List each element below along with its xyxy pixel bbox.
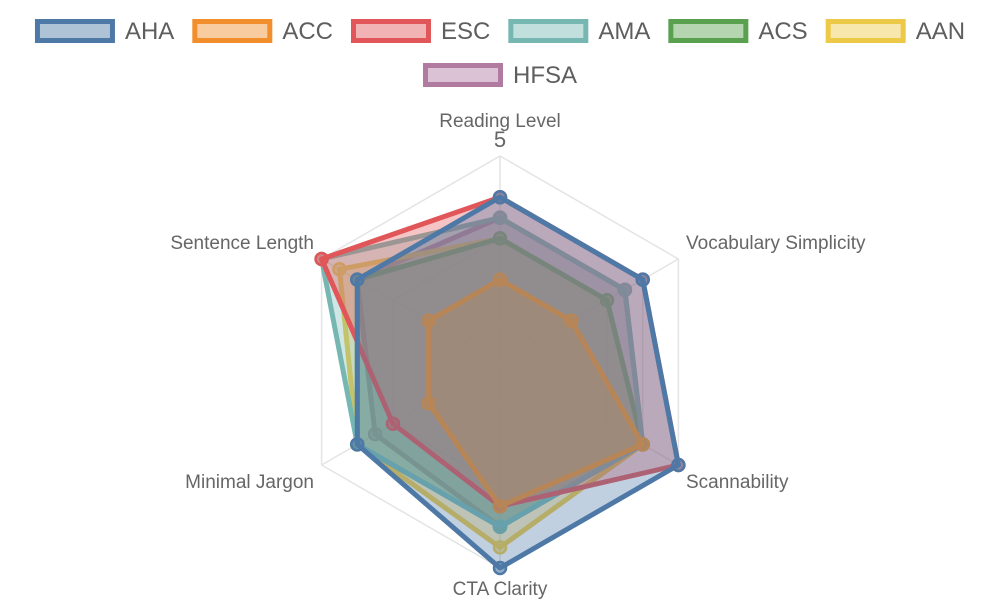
tick-label-5: 5	[494, 127, 506, 152]
data-point-aha-5[interactable]	[350, 437, 365, 452]
legend-item-hfsa[interactable]: HFSA	[422, 62, 577, 89]
data-point-esc-6[interactable]	[314, 251, 329, 267]
legend-item-acs[interactable]: ACS	[668, 18, 808, 45]
data-point-aan-4[interactable]	[492, 540, 508, 555]
data-point-aha-6[interactable]	[350, 272, 365, 287]
data-point-ama-2[interactable]	[617, 282, 633, 298]
series-aha	[350, 189, 686, 576]
legend-label-aan: AAN	[916, 18, 965, 45]
legend-label-acs: ACS	[758, 18, 807, 45]
legend-label-esc: ESC	[441, 18, 490, 45]
radar-series	[314, 189, 686, 576]
data-point-acc-5[interactable]	[421, 395, 436, 411]
series-acc	[421, 272, 650, 514]
legend-swatch-acc	[192, 19, 273, 43]
data-point-acs-2[interactable]	[599, 292, 615, 308]
legend-swatch-acs	[668, 19, 749, 43]
data-point-acc-4[interactable]	[492, 498, 508, 514]
legend-item-aan[interactable]: AAN	[825, 18, 965, 45]
legend-label-ama: AMA	[598, 18, 650, 45]
legend-swatch-aan	[825, 19, 906, 43]
axis-label-2: Vocabulary Simplicity	[686, 233, 866, 254]
legend-label-aha: AHA	[125, 18, 174, 45]
legend-item-ama[interactable]: AMA	[508, 18, 651, 45]
data-point-esc-5[interactable]	[385, 416, 401, 432]
data-point-acs-1[interactable]	[492, 231, 508, 246]
data-point-acc-1[interactable]	[492, 272, 508, 287]
axis-label-5: Minimal Jargon	[185, 472, 314, 493]
legend-swatch-esc	[350, 19, 431, 43]
legend-item-esc[interactable]: ESC	[350, 18, 490, 45]
legend-label-hfsa: HFSA	[513, 62, 577, 89]
axis-labels: Reading Level Vocabulary Simplicity Scanna…	[170, 111, 866, 600]
axis-label-1: Reading Level	[439, 111, 560, 132]
data-point-hfsa-5[interactable]	[367, 426, 383, 442]
legend-swatch-ama	[508, 19, 589, 43]
data-point-ama-4[interactable]	[492, 519, 508, 535]
data-point-aan-6[interactable]	[332, 262, 347, 277]
data-point-acc-6[interactable]	[421, 313, 436, 329]
axis-label-3: Scannability	[686, 472, 789, 493]
legend: AHA ACC ESC AMA ACS AAN HFSA	[34, 18, 965, 89]
legend-item-acc[interactable]: ACC	[192, 18, 333, 45]
legend-label-acc: ACC	[282, 18, 333, 45]
series-area-aha	[354, 194, 681, 571]
data-point-acc-2[interactable]	[564, 313, 579, 329]
legend-swatch-hfsa	[422, 63, 503, 87]
legend-swatch-aha	[34, 19, 115, 43]
axis-label-4: CTA Clarity	[453, 579, 548, 600]
data-point-acc-3[interactable]	[635, 437, 650, 452]
data-point-aha-1[interactable]	[492, 189, 508, 205]
data-point-ama-1[interactable]	[492, 210, 508, 226]
data-point-aha-3[interactable]	[671, 457, 686, 473]
legend-item-aha[interactable]: AHA	[34, 18, 174, 45]
data-point-aha-4[interactable]	[492, 560, 508, 576]
data-point-aha-2[interactable]	[635, 272, 650, 287]
axis-label-6: Sentence Length	[170, 233, 314, 254]
